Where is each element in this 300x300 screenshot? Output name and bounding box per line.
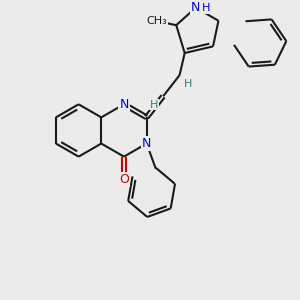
Text: N: N: [119, 98, 129, 111]
Text: H: H: [202, 3, 210, 13]
Text: N: N: [191, 1, 200, 14]
Text: N: N: [142, 137, 151, 150]
Text: CH₃: CH₃: [146, 16, 167, 26]
Text: O: O: [119, 173, 129, 186]
Text: H: H: [184, 79, 193, 88]
Text: H: H: [149, 100, 158, 110]
